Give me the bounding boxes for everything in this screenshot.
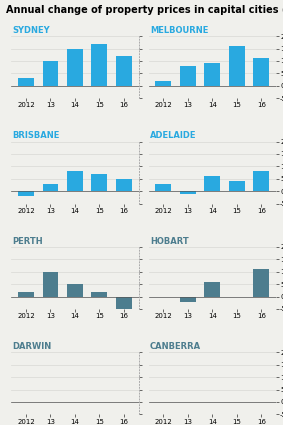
Bar bbox=[116, 179, 132, 191]
Text: ADELAIDE: ADELAIDE bbox=[150, 131, 196, 140]
Bar bbox=[229, 46, 245, 86]
Bar bbox=[204, 176, 220, 191]
Bar bbox=[180, 191, 196, 194]
Text: PERTH: PERTH bbox=[12, 237, 43, 246]
Bar bbox=[18, 191, 34, 196]
Bar bbox=[204, 63, 220, 86]
Bar bbox=[42, 184, 58, 191]
Text: HOBART: HOBART bbox=[150, 237, 189, 246]
Bar bbox=[180, 66, 196, 86]
Bar bbox=[91, 174, 107, 191]
Text: SYDNEY: SYDNEY bbox=[12, 26, 50, 35]
Bar bbox=[67, 48, 83, 86]
Bar bbox=[180, 297, 196, 301]
Text: BRISBANE: BRISBANE bbox=[12, 131, 60, 140]
Bar bbox=[91, 44, 107, 86]
Text: DARWIN: DARWIN bbox=[12, 342, 52, 351]
Bar bbox=[42, 61, 58, 86]
Text: CANBERRA: CANBERRA bbox=[150, 342, 201, 351]
Bar bbox=[67, 284, 83, 297]
Bar bbox=[116, 297, 132, 309]
Bar bbox=[42, 272, 58, 297]
Bar bbox=[91, 292, 107, 297]
Bar bbox=[155, 184, 171, 191]
Bar bbox=[253, 59, 269, 86]
Text: Annual change of property prices in capital cities (% YoY): Annual change of property prices in capi… bbox=[6, 5, 283, 15]
Bar bbox=[67, 171, 83, 191]
Bar bbox=[204, 282, 220, 297]
Bar bbox=[155, 81, 171, 86]
Bar bbox=[253, 171, 269, 191]
Text: MELBOURNE: MELBOURNE bbox=[150, 26, 208, 35]
Bar bbox=[253, 269, 269, 297]
Bar bbox=[18, 292, 34, 297]
Bar bbox=[229, 181, 245, 191]
Bar bbox=[18, 78, 34, 86]
Bar bbox=[116, 56, 132, 86]
